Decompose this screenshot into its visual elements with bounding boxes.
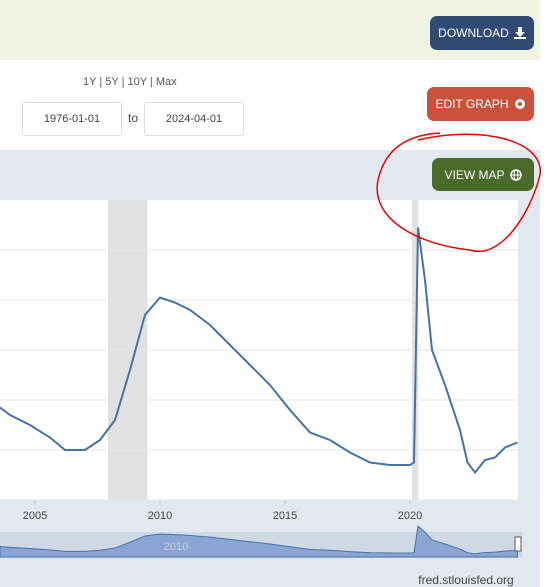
preset[interactable]: 1Y [83,76,97,88]
to-label: to [128,111,139,125]
globe-icon [509,168,522,181]
preset[interactable]: 10Y [127,76,147,88]
end-date[interactable]: 2024-04-01 [144,102,244,136]
preset[interactable]: 5Y [105,76,119,88]
chart-panel [0,150,540,587]
preset[interactable]: Max [155,76,177,88]
gear-icon [514,99,525,109]
view-map-button[interactable]: VIEW MAP [432,158,534,191]
edit-graph-button[interactable]: EDIT GRAPH [427,87,534,121]
view-map-label: VIEW MAP [444,167,505,182]
range-presets: 1Y | 5Y | 10Y | Max [83,76,177,88]
start-date[interactable]: 1976-01-01 [22,102,122,136]
download-label: DOWNLOAD [438,26,509,40]
edit-graph-label: EDIT GRAPH [435,97,509,111]
download-button[interactable]: DOWNLOAD [430,16,534,50]
download-icon [513,27,526,39]
